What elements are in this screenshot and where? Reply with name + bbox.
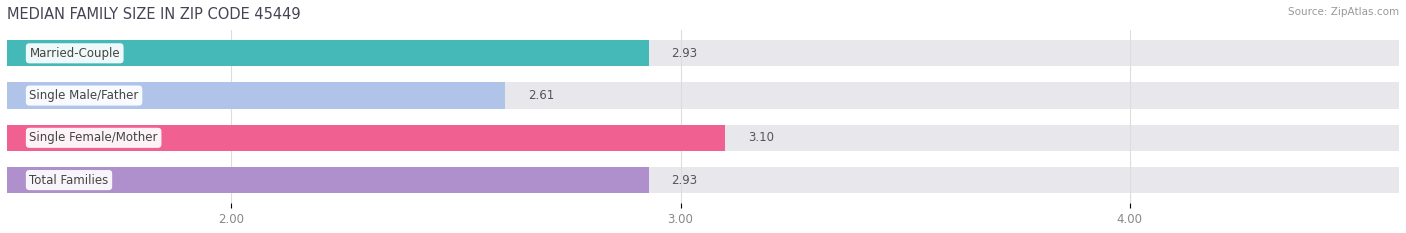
Text: Married-Couple: Married-Couple xyxy=(30,47,120,60)
Bar xyxy=(7,125,1399,151)
Text: 3.10: 3.10 xyxy=(748,131,773,144)
Text: MEDIAN FAMILY SIZE IN ZIP CODE 45449: MEDIAN FAMILY SIZE IN ZIP CODE 45449 xyxy=(7,7,301,22)
Bar xyxy=(7,40,1399,66)
Text: 2.61: 2.61 xyxy=(527,89,554,102)
Text: Source: ZipAtlas.com: Source: ZipAtlas.com xyxy=(1288,7,1399,17)
Bar xyxy=(7,167,1399,193)
Text: 2.93: 2.93 xyxy=(672,47,697,60)
Bar xyxy=(7,40,650,66)
Text: Single Male/Father: Single Male/Father xyxy=(30,89,139,102)
Bar xyxy=(7,167,650,193)
Bar xyxy=(7,125,725,151)
Text: Single Female/Mother: Single Female/Mother xyxy=(30,131,157,144)
Text: 2.93: 2.93 xyxy=(672,174,697,187)
Text: Total Families: Total Families xyxy=(30,174,108,187)
Bar xyxy=(7,82,1399,109)
Bar xyxy=(7,82,505,109)
